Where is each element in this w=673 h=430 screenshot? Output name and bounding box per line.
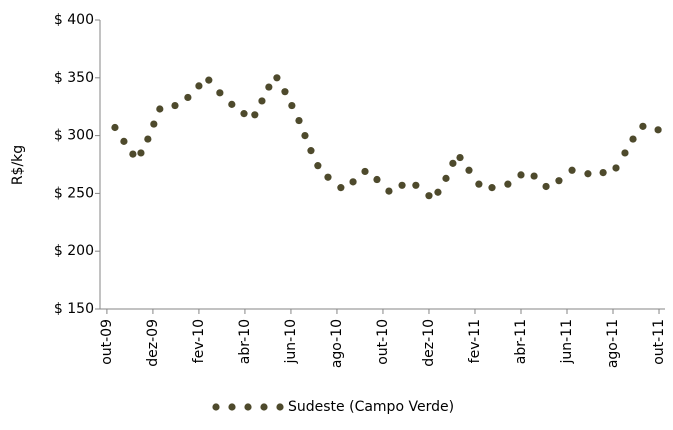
data-point — [240, 110, 248, 118]
legend-symbol — [244, 403, 252, 411]
data-point — [621, 149, 629, 157]
data-point — [307, 147, 315, 155]
data-point — [120, 137, 128, 145]
data-point — [281, 88, 289, 96]
data-point — [434, 188, 442, 196]
y-tick-label: $ 300 — [54, 128, 94, 144]
data-point — [349, 178, 357, 186]
data-point — [373, 175, 381, 184]
legend-symbol — [276, 403, 284, 411]
data-point — [258, 97, 266, 105]
data-point — [144, 135, 152, 143]
data-point — [488, 184, 496, 192]
data-point — [654, 126, 662, 134]
x-tick-label: dez-09 — [145, 319, 161, 367]
x-tick-label: fev-10 — [191, 319, 207, 363]
data-point — [216, 89, 224, 97]
data-point — [449, 159, 457, 167]
data-point — [265, 83, 273, 91]
x-tick-label: out-10 — [375, 319, 391, 365]
data-point — [517, 171, 525, 179]
x-tick-label: jun-10 — [283, 319, 299, 365]
legend-symbol — [260, 403, 268, 411]
legend-symbol — [212, 403, 220, 411]
data-point — [150, 120, 158, 128]
x-tick-label: fev-11 — [467, 319, 483, 363]
x-tick-label: ago-11 — [605, 319, 621, 368]
data-point — [475, 180, 483, 188]
data-point — [184, 93, 192, 102]
data-point — [337, 184, 345, 192]
data-point — [195, 82, 203, 90]
data-point — [584, 170, 592, 178]
x-tick-label: abr-10 — [237, 319, 253, 364]
data-point — [171, 101, 179, 110]
data-point — [568, 166, 576, 174]
y-tick-label: $ 250 — [54, 185, 94, 201]
data-point — [542, 182, 550, 191]
data-point — [456, 153, 464, 162]
data-point — [385, 187, 393, 195]
data-point — [228, 100, 236, 108]
y-tick-label: $ 200 — [54, 243, 94, 259]
data-point — [301, 132, 309, 140]
data-point — [629, 135, 637, 143]
legend-label: Sudeste (Campo Verde) — [288, 399, 454, 415]
data-point — [295, 116, 303, 125]
x-tick-label: out-11 — [651, 319, 667, 365]
data-point — [599, 168, 607, 177]
data-point — [442, 174, 450, 182]
data-point — [273, 74, 281, 82]
data-point — [555, 177, 563, 185]
x-tick-label: ago-10 — [329, 319, 345, 368]
data-point — [412, 181, 420, 189]
data-point — [465, 166, 473, 174]
x-tick-label: out-09 — [99, 319, 115, 365]
data-point — [324, 173, 332, 181]
data-point — [530, 172, 538, 180]
legend-symbol — [228, 403, 236, 411]
data-point — [205, 76, 213, 84]
y-tick-label: $ 150 — [54, 301, 94, 317]
data-point — [288, 101, 296, 110]
data-point — [639, 122, 647, 130]
data-point — [314, 162, 322, 170]
data-point — [251, 111, 259, 119]
data-point — [156, 105, 164, 113]
data-point — [398, 181, 406, 189]
data-point — [361, 167, 369, 176]
data-point — [111, 123, 119, 132]
x-tick-label: abr-11 — [513, 319, 529, 364]
y-tick-label: $ 350 — [54, 70, 94, 86]
x-tick-label: jun-11 — [559, 319, 575, 365]
data-point — [612, 164, 620, 172]
x-tick-label: dez-10 — [421, 319, 437, 367]
data-point — [137, 149, 145, 157]
y-axis-label: R$/kg — [10, 145, 26, 185]
data-point — [129, 150, 137, 158]
data-point — [425, 192, 433, 200]
y-tick-label: $ 400 — [54, 12, 94, 28]
data-point — [504, 180, 512, 188]
